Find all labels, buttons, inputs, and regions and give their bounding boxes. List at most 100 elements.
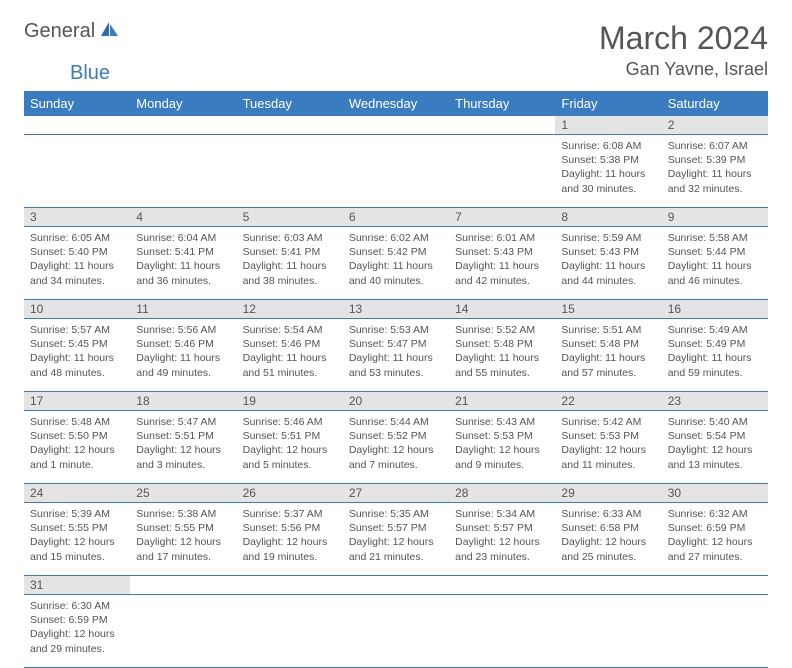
day-detail-line: and 7 minutes. (349, 458, 443, 472)
day-details (662, 595, 768, 667)
day-number-cell: 13 (343, 300, 449, 319)
day-content-cell: Sunrise: 5:54 AMSunset: 5:46 PMDaylight:… (237, 319, 343, 392)
day-detail-line: Sunrise: 5:54 AM (243, 323, 337, 337)
day-details: Sunrise: 6:08 AMSunset: 5:38 PMDaylight:… (555, 135, 661, 207)
day-detail-line: and 25 minutes. (561, 550, 655, 564)
day-number: 16 (662, 300, 768, 318)
day-details: Sunrise: 5:57 AMSunset: 5:45 PMDaylight:… (24, 319, 130, 391)
day-content-cell: Sunrise: 5:52 AMSunset: 5:48 PMDaylight:… (449, 319, 555, 392)
day-number: 10 (24, 300, 130, 318)
day-detail-line: Sunset: 5:49 PM (668, 337, 762, 351)
day-detail-line: Sunrise: 5:37 AM (243, 507, 337, 521)
day-content-cell (449, 595, 555, 668)
day-detail-line: Sunrise: 5:38 AM (136, 507, 230, 521)
day-details: Sunrise: 6:07 AMSunset: 5:39 PMDaylight:… (662, 135, 768, 207)
day-number: 26 (237, 484, 343, 502)
day-detail-line: Sunrise: 5:49 AM (668, 323, 762, 337)
day-content-cell: Sunrise: 5:43 AMSunset: 5:53 PMDaylight:… (449, 411, 555, 484)
day-detail-line: Sunrise: 5:57 AM (30, 323, 124, 337)
day-detail-line: Daylight: 12 hours (136, 443, 230, 457)
day-details: Sunrise: 5:34 AMSunset: 5:57 PMDaylight:… (449, 503, 555, 575)
day-number: 18 (130, 392, 236, 410)
day-content-cell: Sunrise: 5:56 AMSunset: 5:46 PMDaylight:… (130, 319, 236, 392)
day-number: 4 (130, 208, 236, 226)
day-content-cell: Sunrise: 5:34 AMSunset: 5:57 PMDaylight:… (449, 503, 555, 576)
day-content-cell: Sunrise: 6:03 AMSunset: 5:41 PMDaylight:… (237, 227, 343, 300)
day-number: 28 (449, 484, 555, 502)
day-details: Sunrise: 6:04 AMSunset: 5:41 PMDaylight:… (130, 227, 236, 299)
day-number-cell: 9 (662, 208, 768, 227)
day-content-cell: Sunrise: 6:30 AMSunset: 6:59 PMDaylight:… (24, 595, 130, 668)
day-content-cell: Sunrise: 6:04 AMSunset: 5:41 PMDaylight:… (130, 227, 236, 300)
day-number: 12 (237, 300, 343, 318)
day-detail-line: and 29 minutes. (30, 642, 124, 656)
day-detail-line: Sunset: 5:57 PM (349, 521, 443, 535)
day-detail-line: Sunrise: 5:59 AM (561, 231, 655, 245)
day-detail-line: Sunrise: 6:30 AM (30, 599, 124, 613)
day-content-cell: Sunrise: 6:01 AMSunset: 5:43 PMDaylight:… (449, 227, 555, 300)
day-detail-line: Sunrise: 5:43 AM (455, 415, 549, 429)
day-detail-line: and 40 minutes. (349, 274, 443, 288)
day-header: Friday (555, 91, 661, 116)
day-detail-line: Daylight: 11 hours (243, 351, 337, 365)
day-header: Tuesday (237, 91, 343, 116)
day-detail-line: Sunrise: 5:46 AM (243, 415, 337, 429)
day-number-cell: 22 (555, 392, 661, 411)
day-detail-line: Daylight: 11 hours (455, 351, 549, 365)
day-detail-line: Sunrise: 6:01 AM (455, 231, 549, 245)
day-detail-line: Sunset: 5:39 PM (668, 153, 762, 167)
day-content-cell: Sunrise: 5:51 AMSunset: 5:48 PMDaylight:… (555, 319, 661, 392)
day-details: Sunrise: 6:01 AMSunset: 5:43 PMDaylight:… (449, 227, 555, 299)
day-detail-line: and 19 minutes. (243, 550, 337, 564)
day-detail-line: and 11 minutes. (561, 458, 655, 472)
day-detail-line: Sunset: 5:43 PM (561, 245, 655, 259)
day-detail-line: Sunset: 5:57 PM (455, 521, 549, 535)
day-detail-line: Daylight: 11 hours (136, 351, 230, 365)
day-number: 9 (662, 208, 768, 226)
day-details: Sunrise: 5:38 AMSunset: 5:55 PMDaylight:… (130, 503, 236, 575)
day-detail-line: Daylight: 12 hours (455, 443, 549, 457)
day-detail-line: Sunrise: 5:56 AM (136, 323, 230, 337)
day-detail-line: Daylight: 12 hours (349, 443, 443, 457)
day-details: Sunrise: 5:46 AMSunset: 5:51 PMDaylight:… (237, 411, 343, 483)
day-detail-line: Sunset: 5:55 PM (30, 521, 124, 535)
day-number-cell: 1 (555, 116, 661, 135)
day-content-cell: Sunrise: 6:02 AMSunset: 5:42 PMDaylight:… (343, 227, 449, 300)
day-number: 30 (662, 484, 768, 502)
day-number: 27 (343, 484, 449, 502)
day-detail-line: and 46 minutes. (668, 274, 762, 288)
day-detail-line: Sunrise: 5:58 AM (668, 231, 762, 245)
day-content-cell (130, 595, 236, 668)
day-content-cell: Sunrise: 5:37 AMSunset: 5:56 PMDaylight:… (237, 503, 343, 576)
day-detail-line: and 27 minutes. (668, 550, 762, 564)
day-number-cell (449, 576, 555, 595)
day-number: 7 (449, 208, 555, 226)
day-detail-line: Sunrise: 5:35 AM (349, 507, 443, 521)
day-number-cell (343, 576, 449, 595)
day-number-cell (130, 576, 236, 595)
day-number-cell: 24 (24, 484, 130, 503)
day-details: Sunrise: 5:51 AMSunset: 5:48 PMDaylight:… (555, 319, 661, 391)
day-details (24, 135, 130, 207)
day-content-cell: Sunrise: 5:57 AMSunset: 5:45 PMDaylight:… (24, 319, 130, 392)
day-number-cell: 15 (555, 300, 661, 319)
day-header: Sunday (24, 91, 130, 116)
day-number: 22 (555, 392, 661, 410)
day-details: Sunrise: 5:53 AMSunset: 5:47 PMDaylight:… (343, 319, 449, 391)
day-detail-line: and 23 minutes. (455, 550, 549, 564)
day-detail-line: and 34 minutes. (30, 274, 124, 288)
day-detail-line: Sunset: 5:54 PM (668, 429, 762, 443)
day-number-cell (343, 116, 449, 135)
day-detail-line: and 30 minutes. (561, 182, 655, 196)
day-content-cell: Sunrise: 5:40 AMSunset: 5:54 PMDaylight:… (662, 411, 768, 484)
day-details: Sunrise: 5:58 AMSunset: 5:44 PMDaylight:… (662, 227, 768, 299)
day-detail-line: Daylight: 11 hours (30, 259, 124, 273)
day-content-cell: Sunrise: 5:46 AMSunset: 5:51 PMDaylight:… (237, 411, 343, 484)
day-detail-line: Sunrise: 5:53 AM (349, 323, 443, 337)
logo-text-general: General (24, 20, 95, 43)
day-details (343, 595, 449, 667)
day-details: Sunrise: 5:52 AMSunset: 5:48 PMDaylight:… (449, 319, 555, 391)
day-content-cell: Sunrise: 5:39 AMSunset: 5:55 PMDaylight:… (24, 503, 130, 576)
day-detail-line: Sunset: 5:41 PM (136, 245, 230, 259)
day-detail-line: Daylight: 11 hours (561, 167, 655, 181)
